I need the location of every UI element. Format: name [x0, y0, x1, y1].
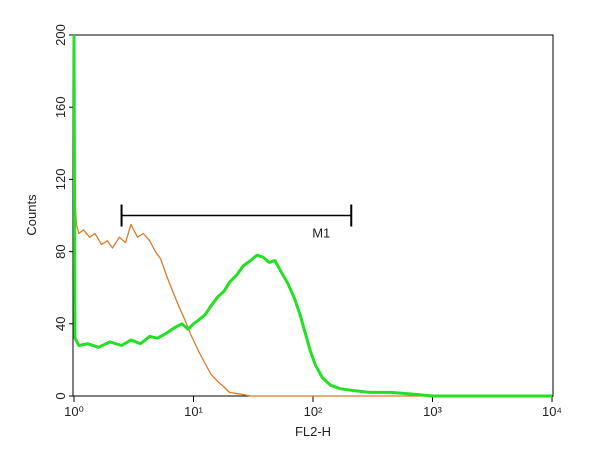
- y-tick-label: 200: [53, 24, 68, 46]
- x-tick-label: 10³: [423, 404, 442, 419]
- x-tick-label: 10⁰: [64, 404, 84, 419]
- x-tick-label: 10⁴: [542, 404, 562, 419]
- marker-label: M1: [312, 226, 330, 241]
- y-tick-label: 40: [53, 317, 68, 331]
- x-axis-label: FL2-H: [295, 424, 331, 439]
- y-tick-label: 120: [53, 169, 68, 191]
- y-axis-label: Counts: [24, 194, 39, 236]
- x-tick-label: 10¹: [184, 404, 203, 419]
- series-line: [73, 188, 552, 397]
- y-tick-label: 0: [53, 392, 68, 399]
- y-tick-label: 80: [53, 244, 68, 258]
- y-tick-label: 160: [53, 96, 68, 118]
- x-tick-label: 10²: [304, 404, 323, 419]
- series-line: [72, 34, 552, 398]
